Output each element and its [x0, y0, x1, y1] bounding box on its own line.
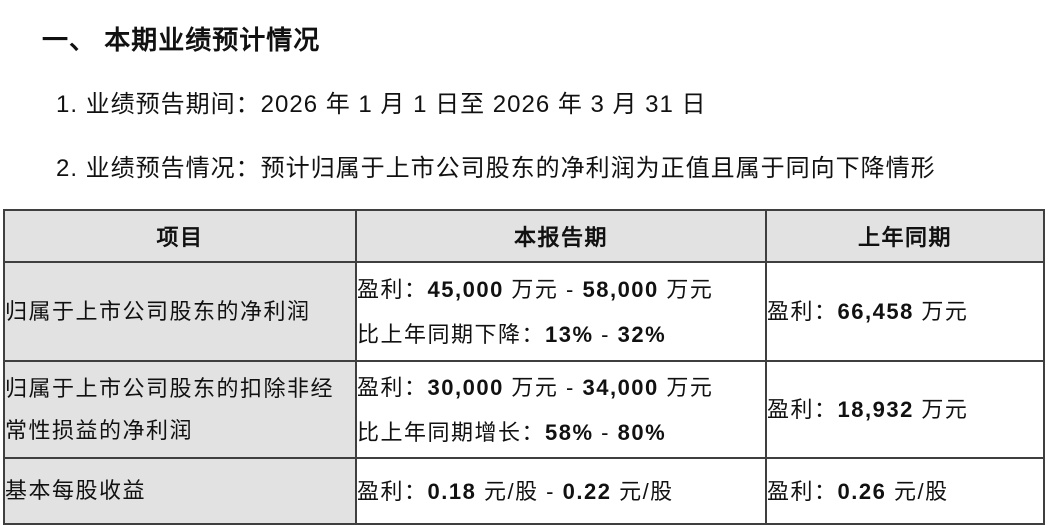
current-period-cell: 盈利：0.18 元/股 - 0.22 元/股	[355, 457, 767, 525]
cell-line: 盈利：30,000 万元 - 34,000 万元	[357, 374, 714, 400]
table-header-item: 项目	[3, 209, 357, 263]
table-row: 归属于上市公司股东的扣除非经常性损益的净利润 盈利：30,000 万元 - 34,…	[3, 360, 1045, 459]
table-header-prior-period: 上年同期	[765, 209, 1045, 263]
cell-line: 归属于上市公司股东的扣除非经常性损益的净利润	[5, 375, 335, 443]
performance-forecast-table: 项目 本报告期 上年同期 归属于上市公司股东的净利润 盈利：45,000 万元 -…	[3, 209, 1045, 525]
cell-line: 比上年同期增长：58% - 80%	[357, 419, 667, 445]
cell-line: 比上年同期下降：13% - 32%	[357, 321, 667, 347]
forecast-period-line: 1. 业绩预告期间：2026 年 1 月 1 日至 2026 年 3 月 31 …	[56, 91, 707, 118]
prior-period-cell: 盈利：18,932 万元	[765, 360, 1045, 459]
forecast-summary-line: 2. 业绩预告情况：预计归属于上市公司股东的净利润为正值且属于同向下降情形	[56, 155, 936, 182]
prior-period-cell: 盈利：0.26 元/股	[765, 457, 1045, 525]
table-row: 归属于上市公司股东的净利润 盈利：45,000 万元 - 58,000 万元 比上年…	[3, 261, 1045, 362]
cell-line: 盈利：0.26 元/股	[767, 478, 949, 504]
cell-line: 盈利：66,458 万元	[767, 299, 969, 324]
item-cell: 基本每股收益	[3, 457, 357, 525]
current-period-cell: 盈利：30,000 万元 - 34,000 万元 比上年同期增长：58% - 80…	[355, 360, 767, 459]
section-title: 一、 本期业绩预计情况	[42, 25, 321, 55]
cell-line: 盈利：0.18 元/股 - 0.22 元/股	[357, 478, 674, 504]
item-cell: 归属于上市公司股东的净利润	[3, 261, 357, 362]
prior-period-cell: 盈利：66,458 万元	[765, 261, 1045, 362]
cell-line: 盈利：45,000 万元 - 58,000 万元	[357, 276, 714, 302]
current-period-cell: 盈利：45,000 万元 - 58,000 万元 比上年同期下降：13% - 32…	[355, 261, 767, 362]
item-cell: 归属于上市公司股东的扣除非经常性损益的净利润	[3, 360, 357, 459]
table-header-row: 项目 本报告期 上年同期	[3, 209, 1045, 263]
table-header-current-period: 本报告期	[355, 209, 767, 263]
document-page: 一、 本期业绩预计情况 1. 业绩预告期间：2026 年 1 月 1 日至 20…	[0, 20, 1055, 525]
cell-line: 归属于上市公司股东的净利润	[5, 298, 311, 324]
cell-line: 基本每股收益	[5, 478, 147, 503]
cell-line: 盈利：18,932 万元	[767, 397, 969, 422]
table-row: 基本每股收益 盈利：0.18 元/股 - 0.22 元/股 盈利：0.26 元/股	[3, 457, 1045, 525]
